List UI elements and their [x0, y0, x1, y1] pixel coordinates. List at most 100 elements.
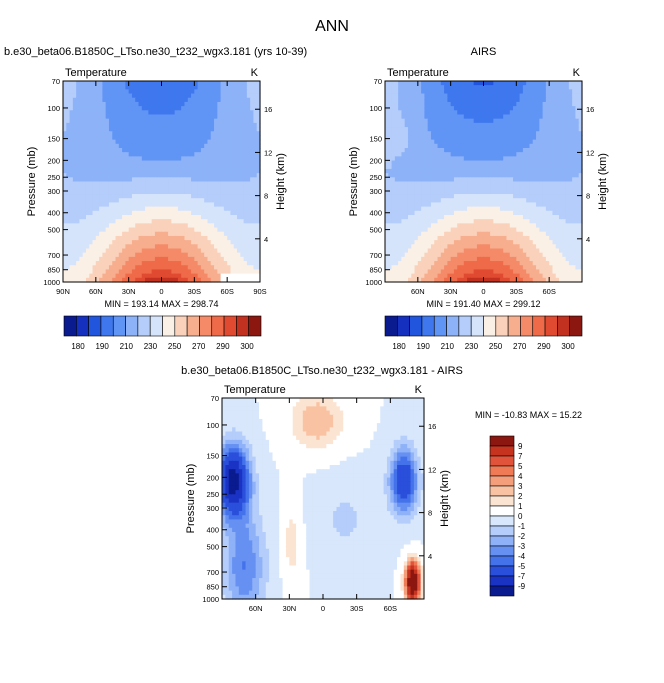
panel2-cell [444, 219, 448, 224]
panel1-cell [184, 194, 189, 199]
panel1-cell [138, 252, 143, 258]
panel1-cell [233, 235, 238, 241]
panel1-cell [128, 177, 133, 183]
panel1-cell [207, 277, 212, 283]
panel1-cell [79, 185, 84, 191]
panel1-cell [171, 248, 176, 254]
panel1-cell [69, 269, 74, 275]
panel1-cell [204, 114, 209, 120]
panel2-cell [552, 118, 557, 124]
panel1-cell [223, 89, 228, 95]
panel1-cell [194, 164, 199, 170]
panel1-cell [187, 135, 192, 141]
panel2-cell [493, 181, 498, 187]
panel2-cell [542, 148, 547, 153]
panel1-cell [227, 206, 232, 212]
panel2-cell [506, 194, 511, 199]
panel2-cell [490, 177, 494, 183]
panel1-cell [141, 85, 146, 90]
panel1-cell [138, 160, 143, 166]
panel1-cell [79, 101, 84, 107]
panel2-cell [539, 185, 544, 191]
panel2-cell [444, 198, 448, 204]
panel2-cell [476, 81, 481, 86]
panel1-cell [85, 168, 90, 174]
panel1-ytick-label: 250 [47, 173, 60, 182]
panel2-cell [473, 85, 478, 90]
panel1-cell [181, 206, 186, 212]
panel1-cell [158, 185, 163, 191]
panel1-cell [135, 210, 140, 216]
panel2-cell [476, 93, 481, 99]
panel1-cell [99, 273, 103, 279]
panel2-cell [394, 164, 399, 170]
panel1-cell [66, 206, 71, 212]
panel2-cell [565, 139, 570, 145]
panel2-cell [499, 177, 504, 183]
panel1-cell [151, 114, 156, 120]
panel1-cell [158, 240, 163, 245]
panel2-cell [578, 135, 583, 141]
panel1-cell [243, 181, 248, 187]
panel1-cell [122, 139, 126, 145]
panel1-cell [72, 127, 77, 132]
panel2-cell [519, 139, 524, 145]
panel1-cell [89, 135, 94, 141]
panel1-cell [92, 164, 97, 170]
panel2-cell [486, 156, 491, 162]
panel2-cell [578, 131, 583, 137]
panel1-cell [66, 131, 71, 137]
panel2-cell [516, 206, 521, 212]
panel1-cell [82, 139, 87, 145]
panel2-cell [575, 185, 580, 191]
panel1-cell [250, 85, 255, 90]
panel2-cell [496, 148, 501, 153]
panel2-cell [398, 93, 403, 99]
panel1-cell [122, 215, 126, 220]
panel1-cell [151, 127, 156, 132]
panel2-cell [463, 206, 468, 212]
panel1-cell [237, 202, 241, 208]
panel1-colorbar-box [199, 315, 213, 337]
panel1-cell [220, 143, 225, 149]
panel2-cell [493, 110, 498, 116]
panel1-cell [187, 206, 192, 212]
panel1-cell [138, 139, 143, 145]
panel1-colorbar-label: 250 [168, 342, 182, 351]
panel2-cell [421, 164, 425, 170]
panel1-cell [171, 235, 176, 241]
panel2-cell [542, 114, 547, 120]
panel2-cell [467, 156, 471, 162]
panel1-cell [184, 106, 189, 111]
panel1-cell [227, 252, 232, 258]
panel2-cell [529, 131, 534, 137]
panel2-cell [545, 206, 550, 212]
panel1-cell [233, 227, 238, 233]
panel1-cell [191, 223, 195, 229]
panel1-cell [237, 235, 241, 241]
panel1-cell [105, 240, 110, 245]
panel2-cell [391, 139, 396, 145]
panel1-cell [217, 231, 222, 237]
panel1-cell [76, 227, 81, 233]
panel2-cell [555, 89, 560, 95]
panel1-cell [89, 127, 94, 132]
panel1-cell [82, 256, 87, 262]
panel1-cell [230, 139, 235, 145]
panel1-title: b.e30_beta06.B1850C_LTso.ne30_t232_wgx3.… [4, 46, 307, 58]
panel2-cell [568, 114, 573, 120]
panel2-cell [532, 85, 537, 90]
panel1-cell [151, 231, 156, 237]
panel1-cell [72, 231, 77, 237]
panel1-cell [217, 131, 222, 137]
panel1-cell [82, 131, 87, 137]
panel1-cell [161, 198, 166, 204]
panel1-cell [105, 261, 110, 266]
panel1-cell [204, 93, 209, 99]
panel1-cell [204, 118, 209, 124]
panel1-cell [171, 227, 176, 233]
panel2-cell [575, 206, 580, 212]
panel1-cell [250, 198, 255, 204]
panel1-cell [223, 202, 228, 208]
panel2-cell [398, 173, 403, 178]
